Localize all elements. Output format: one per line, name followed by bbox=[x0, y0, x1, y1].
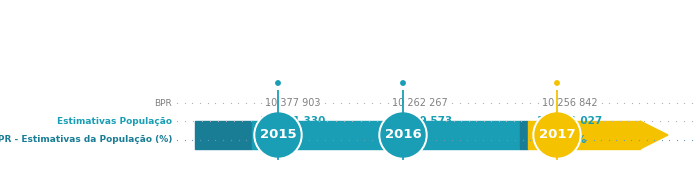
Text: -0,3%: -0,3% bbox=[554, 135, 587, 145]
Bar bbox=[252, 121, 520, 149]
Text: +0,4%: +0,4% bbox=[274, 135, 312, 145]
Circle shape bbox=[397, 77, 409, 89]
Text: 10 309 573: 10 309 573 bbox=[387, 116, 453, 126]
Text: -0,5%: -0,5% bbox=[403, 135, 437, 145]
Circle shape bbox=[401, 81, 405, 85]
Circle shape bbox=[272, 77, 284, 89]
Text: 10 256 842: 10 256 842 bbox=[542, 98, 598, 108]
Text: 10 341 330: 10 341 330 bbox=[260, 116, 326, 126]
Bar bbox=[528, 121, 640, 149]
Circle shape bbox=[555, 81, 559, 85]
Text: BPR: BPR bbox=[154, 98, 172, 107]
Bar bbox=[520, 121, 528, 149]
Text: 10 262 267: 10 262 267 bbox=[392, 98, 448, 108]
Text: 2017: 2017 bbox=[539, 129, 575, 141]
Text: 2016: 2016 bbox=[384, 129, 421, 141]
Circle shape bbox=[276, 81, 280, 85]
Polygon shape bbox=[640, 121, 668, 149]
Bar bbox=[195, 121, 252, 149]
Text: BPR - Estimativas da População (%): BPR - Estimativas da População (%) bbox=[0, 136, 172, 144]
Text: 10 377 903: 10 377 903 bbox=[265, 98, 321, 108]
Text: 2015: 2015 bbox=[260, 129, 296, 141]
Circle shape bbox=[533, 111, 581, 159]
Text: 10 291 027: 10 291 027 bbox=[538, 116, 603, 126]
Circle shape bbox=[381, 113, 425, 157]
Circle shape bbox=[535, 113, 579, 157]
Text: Estimativas População: Estimativas População bbox=[57, 116, 172, 125]
Circle shape bbox=[379, 111, 427, 159]
Circle shape bbox=[256, 113, 300, 157]
Circle shape bbox=[254, 111, 302, 159]
Circle shape bbox=[551, 77, 563, 89]
